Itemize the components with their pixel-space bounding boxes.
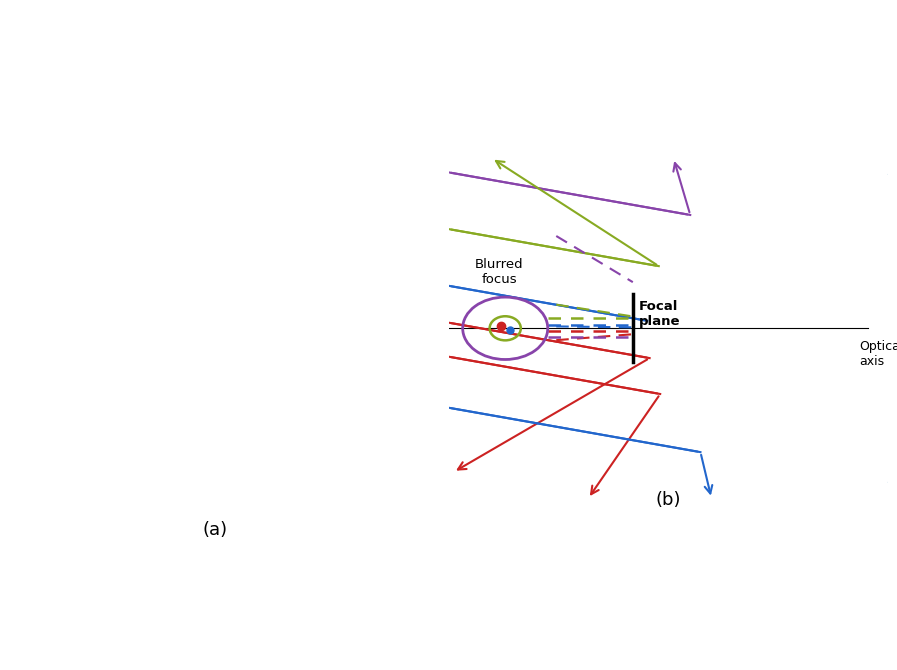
Polygon shape	[889, 174, 897, 482]
Text: (b): (b)	[656, 491, 681, 509]
Polygon shape	[456, 149, 579, 508]
Text: Focal
plane: Focal plane	[639, 300, 680, 328]
Text: Optical
axis: Optical axis	[859, 340, 897, 368]
Text: (a): (a)	[203, 521, 228, 539]
Text: Blurred
focus: Blurred focus	[475, 258, 524, 286]
